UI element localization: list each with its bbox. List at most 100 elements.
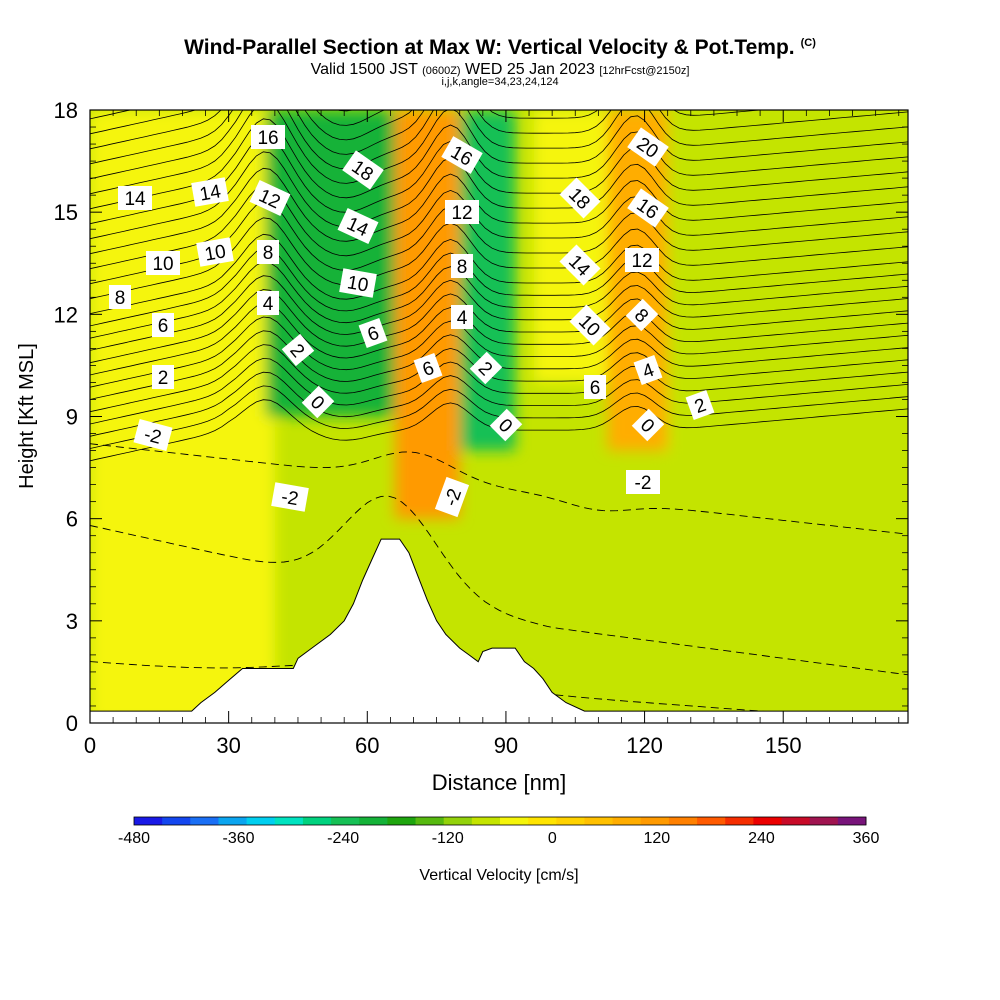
isentrope-line	[90, 289, 908, 364]
x-tick-label: 120	[626, 733, 663, 758]
contour-label: 14	[559, 244, 601, 286]
svg-text:12: 12	[631, 251, 652, 272]
isentrope-line	[90, 110, 908, 165]
colorbar-swatch	[697, 817, 726, 825]
colorbar-swatch	[415, 817, 445, 825]
contour-label: 8	[451, 254, 473, 278]
y-tick-label: 18	[54, 98, 78, 123]
isentrope-line	[90, 233, 908, 315]
contour-label: 0	[489, 408, 523, 442]
isentrope-line	[90, 110, 908, 180]
contour-label: 4	[451, 305, 473, 329]
colorbar-swatch	[725, 817, 754, 825]
colorbar-swatch	[612, 817, 642, 825]
y-tick-label: 3	[66, 609, 78, 634]
contour-label: 8	[625, 298, 659, 332]
colorbar-swatch	[753, 817, 783, 825]
isentrope-line	[90, 110, 908, 195]
isentrope-line	[90, 184, 908, 270]
x-tick-label: 60	[355, 733, 379, 758]
y-tick-label: 6	[66, 507, 78, 532]
y-tick-label: 9	[66, 405, 78, 430]
colorbar-swatch	[162, 817, 191, 825]
svg-text:14: 14	[124, 189, 146, 210]
velocity-region	[667, 110, 908, 723]
contour-label: 6	[584, 375, 606, 399]
svg-text:10: 10	[152, 254, 173, 275]
colorbar-tick-label: 120	[644, 830, 671, 847]
colorbar-swatch	[302, 817, 332, 825]
isentrope-line	[90, 134, 908, 225]
isentrope-line	[90, 167, 908, 255]
svg-text:4: 4	[263, 294, 274, 315]
colorbar-tick-label: -480	[118, 830, 150, 847]
isentrope-line	[90, 316, 908, 388]
x-tick-label: 150	[765, 733, 802, 758]
isentrope-dashed-line	[90, 495, 908, 676]
isentrope-line	[90, 344, 908, 413]
colorbar-swatch	[274, 817, 304, 825]
isentrope-line	[90, 110, 765, 150]
potential-temperature-contours	[90, 110, 908, 723]
contour-label: 8	[257, 240, 279, 264]
x-tick-label: 0	[84, 733, 96, 758]
terrain	[89, 538, 909, 724]
isentrope-dashed-line	[90, 443, 908, 535]
colorbar-swatch	[359, 817, 388, 825]
colorbar-swatch	[500, 817, 529, 825]
contour-label: 6	[413, 352, 443, 384]
colorbar-swatch	[190, 817, 219, 825]
colorbar-swatch	[640, 817, 670, 825]
svg-text:2: 2	[158, 368, 169, 389]
colorbar-swatch	[528, 817, 557, 825]
contour-label: 8	[109, 285, 131, 309]
contour-label: 2	[281, 333, 315, 367]
velocity-region	[607, 110, 668, 451]
contour-label: 16	[251, 125, 285, 149]
y-tick-label: 15	[54, 200, 78, 225]
isentrope-dashed-line	[90, 661, 908, 723]
isentrope-line	[90, 357, 908, 425]
contour-label: 0	[631, 408, 665, 442]
svg-text:14: 14	[198, 181, 223, 205]
colorbar-swatch	[471, 817, 501, 825]
colorbar-swatch	[584, 817, 614, 825]
contour-label: 4	[257, 291, 279, 315]
contour-label: 12	[445, 200, 479, 224]
contour-label: -2	[434, 476, 470, 518]
colorbar: -480 -360 -240 -120 0 120 240 360	[118, 816, 879, 847]
svg-text:-2: -2	[280, 487, 300, 511]
colorbar-tick-label: -240	[327, 830, 359, 847]
svg-text:4: 4	[457, 308, 468, 329]
contour-label: 0	[301, 385, 335, 419]
contour-label: -2	[133, 419, 173, 451]
colorbar-swatch	[809, 817, 839, 825]
colorbar-swatch	[218, 817, 248, 825]
colorbar-swatch	[837, 817, 867, 825]
section-info: i,j,k,angle=34,23,24,124	[441, 76, 559, 88]
colorbar-tick-label: 0	[548, 830, 557, 847]
contour-label: 2	[152, 365, 174, 389]
svg-text:6: 6	[590, 378, 601, 399]
y-tick-label: 0	[66, 711, 78, 736]
contour-label: 10	[339, 268, 377, 298]
colorbar-swatch	[668, 817, 698, 825]
isentrope-line	[90, 261, 908, 339]
y-axis-label: Height [Kft MSL]	[16, 343, 38, 489]
contour-label: 2	[685, 389, 715, 421]
svg-text:10: 10	[346, 272, 370, 296]
colorbar-tick-label: -120	[432, 830, 464, 847]
isentrope-line	[90, 247, 908, 327]
contour-label: 4	[633, 354, 663, 386]
colorbar-swatch	[556, 817, 585, 825]
x-tick-label: 90	[494, 733, 518, 758]
svg-text:10: 10	[203, 241, 227, 265]
contour-label: 12	[625, 248, 659, 272]
isentrope-line	[90, 371, 908, 437]
x-tick-label: 30	[216, 733, 240, 758]
colorbar-tick-label: -360	[223, 830, 255, 847]
x-axis-label: Distance [nm]	[432, 770, 567, 795]
svg-text:8: 8	[457, 257, 468, 278]
contour-label: 2	[469, 351, 503, 385]
